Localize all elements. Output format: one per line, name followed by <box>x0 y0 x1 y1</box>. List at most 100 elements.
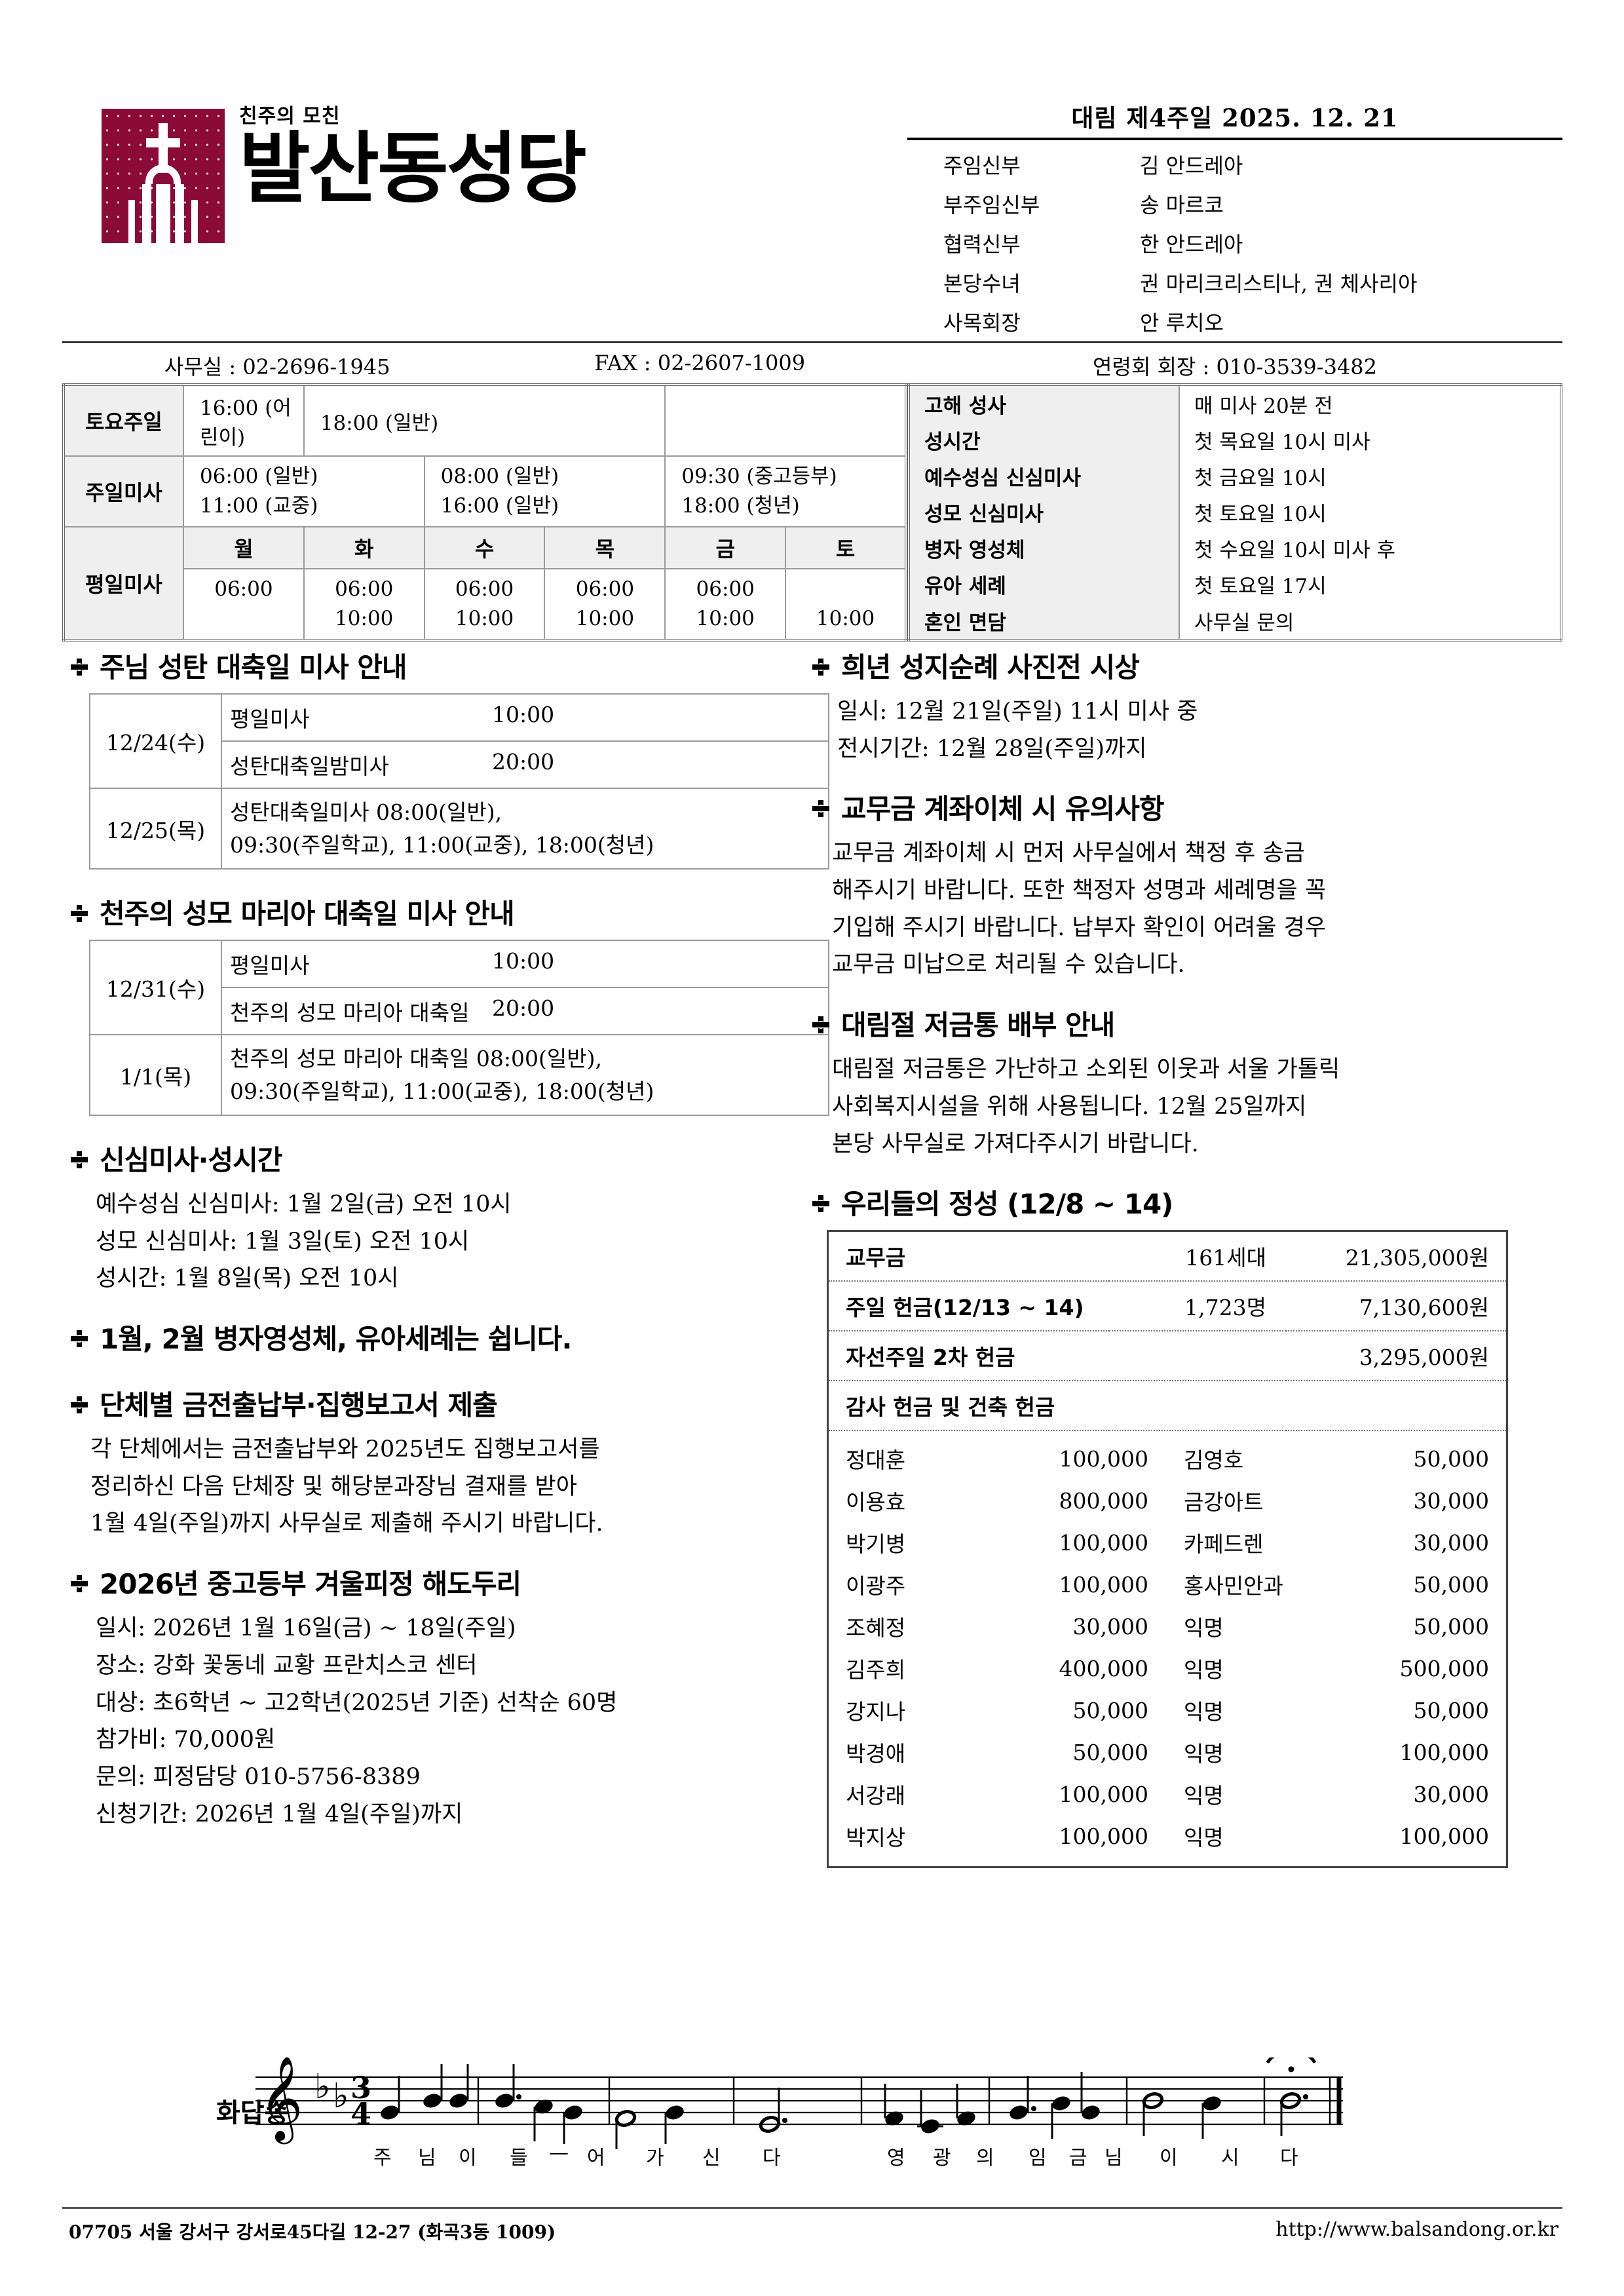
table-row: 예수성심 신심미사 첫 금요일 10시 <box>909 458 1561 495</box>
offering-label: 교무금 <box>827 1231 1109 1282</box>
donor-amount: 30,000 <box>1072 1613 1148 1639</box>
weekday-times-sat: 10:00 <box>785 567 907 641</box>
table-row: 06:00 06:00 10:00 06:00 10:00 06:00 10:0… <box>64 567 907 641</box>
clergy-role: 주임신부 <box>943 153 1021 178</box>
sacrament-value: 첫 토요일 10시 <box>1194 503 1327 527</box>
table-row: 성시간 첫 목요일 10시 미사 <box>909 422 1561 459</box>
sunday-col-2: 08:00 (일반) 16:00 (일반) <box>423 455 666 527</box>
donor-name: 홍사민안과 <box>1184 1573 1283 1599</box>
lyric-syllable: 이 <box>459 2147 477 2170</box>
donor-table: 정대훈 100,000 김영호 50,000 이용효 800,000 금강아트 … <box>829 1438 1506 1857</box>
devotion-line: 성모 신심미사: 1월 3일(토) 오전 10시 <box>96 1228 470 1255</box>
weekday-header-wed: 수 <box>423 526 546 569</box>
weekday-times-tue: 06:00 10:00 <box>303 567 425 641</box>
donor-amount: 50,000 <box>1072 1739 1148 1765</box>
mass-name: 천주의 성모 마리아 대축일 <box>230 1000 470 1025</box>
logo-spire <box>191 200 198 243</box>
mass-time: 10:00 <box>492 702 555 727</box>
weekday-header-fri: 금 <box>664 526 787 569</box>
church-website[interactable]: http://www.balsandong.or.kr <box>1275 2218 1558 2241</box>
table-row: 박지상 100,000 익명 100,000 <box>829 1815 1506 1857</box>
lyric-syllable: 시 <box>1221 2147 1239 2170</box>
diamond-bullet-icon <box>812 1016 829 1034</box>
retreat-line: 신청기간: 2026년 1월 4일(주일)까지 <box>96 1801 463 1827</box>
logo-text: 친주의 모친 발산동성당 <box>239 100 587 214</box>
table-row: 천주의 성모 마리아 대축일 20:00 <box>90 987 829 1035</box>
donor-amount: 30,000 <box>1413 1487 1489 1514</box>
footer-divider <box>62 2207 1562 2209</box>
sunday-mass-time: 09:30 (중고등부) <box>681 465 837 488</box>
lyric-syllable: 임 <box>1029 2147 1047 2170</box>
heading-text: 교무금 계좌이체 시 유의사항 <box>841 793 1165 826</box>
donor-name: 서강래 <box>846 1783 906 1809</box>
donor-section-header: 감사 헌금 및 건축 헌금 <box>827 1381 1507 1432</box>
diamond-bullet-icon <box>71 1330 88 1348</box>
sacrament-value: 첫 수요일 10시 미사 후 <box>1194 539 1396 563</box>
retreat-line: 일시: 2026년 1월 16일(금) ~ 18일(주일) <box>96 1615 516 1642</box>
table-row: 본당수녀 권 마리크리스티나, 권 체사리아 <box>907 263 1562 302</box>
donor-amount: 100,000 <box>1059 1823 1148 1849</box>
offerings-table: 교무금 161세대 21,305,000원 주일 헌금(12/13 ~ 14) … <box>827 1230 1508 1869</box>
church-address: 07705 서울 강서구 강서로45다길 12-27 (화곡3동 1009) <box>69 2221 556 2243</box>
schedule-tables: 토요주일 16:00 (어린이) 18:00 (일반) 주일미사 06:00 (… <box>62 383 1562 641</box>
offering-amount: 21,305,000원 <box>1286 1231 1507 1282</box>
donor-name: 강지나 <box>846 1699 906 1725</box>
church-motto: 친주의 모친 <box>239 105 341 128</box>
weekday-time <box>793 575 898 604</box>
marymother-date-1: 12/31(수) <box>89 940 222 1035</box>
table-row: 감사 헌금 및 건축 헌금 <box>827 1381 1507 1432</box>
donor-name: 익명 <box>1184 1741 1224 1767</box>
contact-rule-left <box>62 341 907 343</box>
church-name: 발산동성당 <box>239 123 587 214</box>
notice-line: 기입해 주시기 바랍니다. 납부자 확인이 어려울 경우 <box>832 914 1327 941</box>
weekday-times-wed: 06:00 10:00 <box>423 567 546 641</box>
table-row: 부주임신부 송 마르코 <box>907 184 1562 223</box>
donor-amount: 100,000 <box>1059 1529 1148 1556</box>
mass-name: 평일미사 <box>230 953 310 978</box>
donor-name: 박경애 <box>846 1741 906 1767</box>
report-body: 각 단체에서는 금전출납부와 2025년도 집행보고서를 정리하신 다음 단체장… <box>71 1431 811 1542</box>
lyric-syllable: 신 <box>702 2147 721 2170</box>
weekday-header-mon: 월 <box>183 526 305 569</box>
heading-text: 1월, 2월 병자영성체, 유아세례는 쉽니다. <box>100 1323 572 1356</box>
advent-bank-body: 대림절 저금통은 가난하고 소외된 이웃과 서울 가톨릭 사회복지시설을 위해 … <box>812 1051 1572 1162</box>
table-row: 이용효 800,000 금강아트 30,000 <box>829 1480 1506 1521</box>
weekday-times-fri: 06:00 10:00 <box>664 567 787 641</box>
lyric-syllable: 님 <box>1105 2147 1123 2170</box>
weekday-time: 06:00 <box>575 577 635 601</box>
lyric-syllable: 다 <box>1280 2147 1298 2170</box>
lyric-syllable: 영 <box>887 2147 905 2170</box>
advent-line: 본당 사무실로 가져다주시기 바랍니다. <box>832 1130 1199 1157</box>
donor-amount: 800,000 <box>1059 1487 1148 1514</box>
music-staff: 𝄞 ♭ ♭ 3 4 <box>255 2049 1343 2149</box>
section-heading-devotion: 신심미사·성시간 <box>71 1138 811 1178</box>
donor-name: 익명 <box>1184 1825 1224 1851</box>
donor-amount: 500,000 <box>1399 1655 1489 1681</box>
donor-name: 익명 <box>1184 1615 1224 1641</box>
marymother-date-2: 1/1(목) <box>89 1034 222 1116</box>
section-heading-transfer-notice: 교무금 계좌이체 시 유의사항 <box>812 787 1572 827</box>
lyric-syllable: 주 <box>373 2147 392 2170</box>
lyric-syllable: 이 <box>1160 2147 1178 2170</box>
sacraments-table: 고해 성사 매 미사 20분 전 성시간 첫 목요일 10시 미사 예수성심 신… <box>907 383 1562 641</box>
table-row: 조혜정 30,000 익명 50,000 <box>829 1605 1506 1647</box>
table-row: 12/24(수) 평일미사 10:00 <box>89 693 829 789</box>
diamond-bullet-icon <box>812 1195 829 1213</box>
table-row: 교무금 161세대 21,305,000원 <box>827 1231 1507 1282</box>
music-lyrics: 주 님 이 들 — 어 가 신 다 영 광 의 임 금 님 이 시 다 <box>373 2141 1487 2170</box>
sacrament-key: 혼인 면담 <box>909 602 1180 640</box>
contact-rule-right <box>907 341 1562 343</box>
table-row: 이광주 100,000 홍사민안과 50,000 <box>829 1563 1506 1605</box>
transfer-notice-body: 교무금 계좌이체 시 먼저 사무실에서 책정 후 송금 해주시기 바랍니다. 또… <box>812 835 1572 984</box>
marymother-entry: 천주의 성모 마리아 대축일 20:00 <box>221 987 829 1035</box>
sunday-label: 주일미사 <box>63 455 184 527</box>
section-heading-christmas: 주님 성탄 대축일 미사 안내 <box>71 645 811 685</box>
table-row: 혼인 면담 사무실 문의 <box>909 602 1561 640</box>
donor-amount: 50,000 <box>1413 1571 1489 1598</box>
weekday-time: 06:00 <box>455 577 514 601</box>
lyric-syllable: 다 <box>763 2147 781 2170</box>
logo-spire <box>156 178 170 243</box>
clergy-role: 협력신부 <box>943 232 1021 257</box>
diamond-bullet-icon <box>71 1575 88 1593</box>
devotion-body: 예수성심 신심미사: 1월 2일(금) 오전 10시 성모 신심미사: 1월 3… <box>71 1186 811 1297</box>
